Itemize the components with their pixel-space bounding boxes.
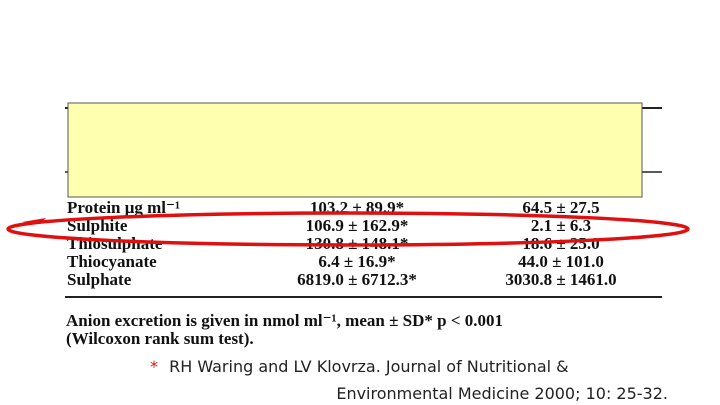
cell: 2.1 ± 6.3 (531, 216, 591, 235)
highlight-ellipse (6, 211, 690, 247)
citation-marker: * (150, 357, 158, 376)
row-label: Protein μg ml⁻¹ (67, 198, 180, 217)
cell: 64.5 ± 27.5 (522, 198, 599, 217)
row-label: Sulphate (67, 270, 132, 289)
citation-line: Environmental Medicine 2000; 10: 25-32. (336, 384, 668, 403)
cell: 6.4 ± 16.9* (318, 252, 395, 271)
arrow (22, 218, 46, 224)
cell: 18.6 ± 25.0 (522, 234, 599, 253)
citation: * RH Waring and LV Klovrza. Journal of N… (150, 357, 569, 376)
citation-line: RH Waring and LV Klovrza. Journal of Nut… (169, 357, 569, 376)
cell: 6819.0 ± 6712.3* (297, 270, 417, 289)
cell: 106.9 ± 162.9* (306, 216, 409, 235)
row-label: Thiocyanate (67, 252, 157, 271)
footnote: (Wilcoxon rank sum test). (66, 329, 254, 348)
cell: 44.0 ± 101.0 (518, 252, 604, 271)
cell: 3030.8 ± 1461.0 (505, 270, 616, 289)
footnote: Anion excretion is given in nmol ml⁻¹, m… (66, 311, 503, 330)
highlight-cover (67, 102, 643, 198)
